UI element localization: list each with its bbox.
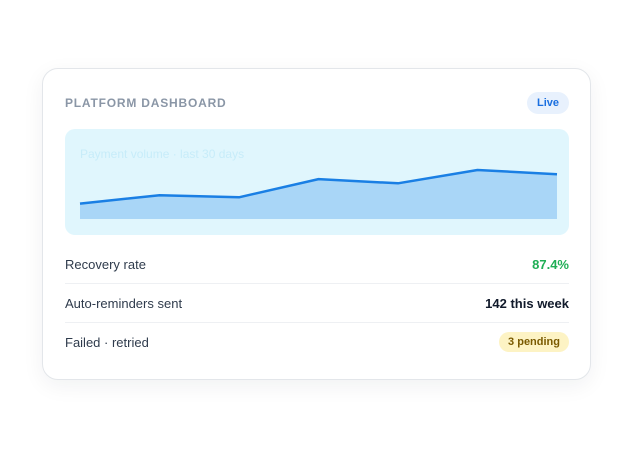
chart-svg xyxy=(79,168,558,219)
chart-caption: Payment volume · last 30 days xyxy=(80,147,245,161)
metric-row-reminders: Auto-reminders sent 142 this week xyxy=(65,284,569,323)
live-status-badge: Live xyxy=(526,92,569,114)
card-header: PLATFORM DASHBOARD Live xyxy=(65,90,569,116)
dashboard-card: PLATFORM DASHBOARD Live Payment volume ·… xyxy=(42,68,591,380)
card-title: PLATFORM DASHBOARD xyxy=(65,96,227,110)
chart-series-line xyxy=(79,168,558,205)
failed-retried-label: Failed · retried xyxy=(65,334,149,350)
chart-area-fill xyxy=(80,170,557,219)
recovery-rate-value: 87.4% xyxy=(532,256,569,272)
pending-badge: 3 pending xyxy=(499,332,569,352)
metric-row-recovery: Recovery rate 87.4% xyxy=(65,245,569,284)
metrics-list: Recovery rate 87.4% Auto-reminders sent … xyxy=(65,245,569,361)
reminders-label: Auto-reminders sent xyxy=(65,295,183,311)
payment-volume-chart: Payment volume · last 30 days xyxy=(65,129,569,235)
reminders-value: 142 this week xyxy=(485,295,569,311)
recovery-rate-label: Recovery rate xyxy=(65,256,146,272)
metric-row-failed: Failed · retried 3 pending xyxy=(65,323,569,361)
